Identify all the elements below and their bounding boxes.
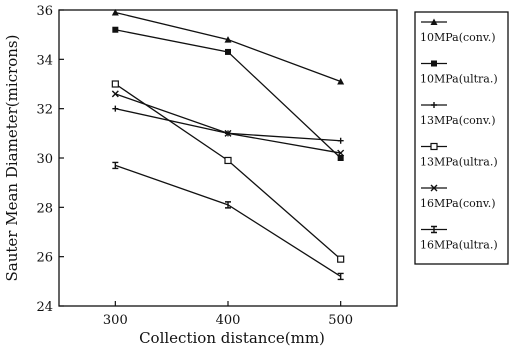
data-point [111,8,119,16]
legend-label: 10MPa(conv.) [420,31,496,44]
legend-label: 10MPa(ultra.) [420,73,498,86]
legend-item: 13MPa(conv.) [420,102,496,127]
data-point [337,272,344,281]
data-point [337,149,345,157]
series-line [114,83,342,260]
data-point [224,156,232,165]
series-2 [112,26,344,161]
series-5 [111,90,345,157]
y-tick-label: 30 [36,152,53,167]
legend-item: 13MPa(ultra.) [420,142,498,169]
data-point [337,78,345,85]
series-6 [112,161,344,281]
legend-item: 16MPa(conv.) [420,184,496,210]
data-point [337,137,344,144]
series-line [115,164,342,277]
x-tick-label: 300 [103,313,128,328]
legend-marker [430,18,438,25]
data-point [112,105,119,112]
data-point [112,26,119,33]
y-tick-label: 26 [36,251,53,266]
y-axis-title: Sauter Mean Diameter(microns) [3,35,21,282]
x-tick-label: 500 [328,313,353,328]
legend-marker [431,225,437,234]
y-tick-label: 36 [36,4,53,19]
series-layer [111,8,345,281]
data-point [337,255,345,263]
series-line [115,93,341,154]
x-axis-title: Collection distance(mm) [139,329,325,347]
x-tick-label: 400 [216,313,241,328]
legend-marker [431,102,437,108]
data-point [225,201,231,209]
series-4 [111,80,345,263]
data-point [112,161,119,170]
data-point [225,48,231,55]
legend-label: 16MPa(conv.) [420,197,496,210]
legend-item: 10MPa(conv.) [420,18,496,44]
legend-marker [431,60,437,67]
data-point [111,80,119,88]
data-point [337,155,344,161]
series-3 [112,105,344,144]
data-point [224,36,232,43]
y-axis: 24 26 28 30 32 34 36 [36,4,64,315]
y-tick-label: 32 [36,103,53,118]
legend-item: 10MPa(ultra.) [420,60,498,86]
y-tick-label: 24 [36,300,53,315]
legend: 10MPa(conv.) 10MPa(ultra.) 13MPa(conv.) 13M… [420,18,498,252]
legend-label: 16MPa(ultra.) [420,239,498,252]
legend-frame [414,11,509,265]
y-tick-label: 28 [36,201,53,216]
legend-label: 13MPa(conv.) [420,114,496,127]
series-1 [111,8,345,85]
data-point [111,90,119,98]
y-tick-label: 34 [36,53,53,68]
legend-label: 13MPa(ultra.) [420,156,498,169]
x-axis: 300 400 500 [103,301,353,328]
legend-item: 16MPa(ultra.) [420,225,498,252]
data-point [224,129,232,137]
series-line [115,11,341,83]
legend-marker [430,142,438,151]
legend-marker [430,184,438,192]
